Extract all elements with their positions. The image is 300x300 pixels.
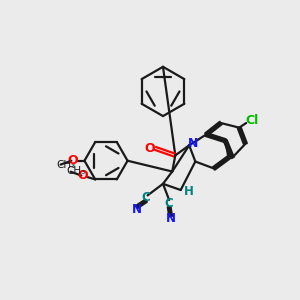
Text: O: O bbox=[78, 169, 88, 182]
Text: Cl: Cl bbox=[246, 114, 259, 127]
Text: CH₃: CH₃ bbox=[56, 160, 75, 170]
Text: CH₃: CH₃ bbox=[66, 166, 85, 176]
Text: C: C bbox=[142, 191, 150, 204]
Text: H: H bbox=[184, 185, 193, 198]
Text: O: O bbox=[68, 154, 78, 167]
Text: O: O bbox=[145, 142, 155, 155]
Text: N: N bbox=[132, 203, 142, 216]
Text: N: N bbox=[188, 137, 198, 150]
Text: N: N bbox=[166, 212, 176, 225]
Text: C: C bbox=[165, 197, 173, 210]
